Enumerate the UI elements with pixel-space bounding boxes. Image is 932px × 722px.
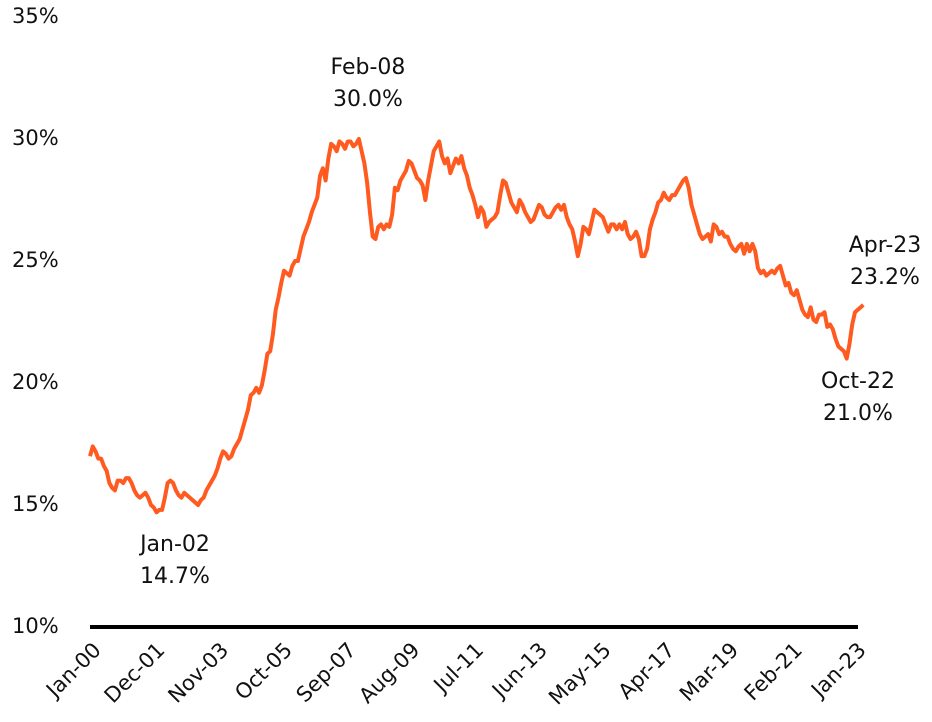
data-line	[88, 137, 865, 515]
annotation: Apr-23	[849, 233, 922, 258]
x-tick-label: Oct-05	[230, 638, 297, 705]
y-tick-label: 15%	[12, 492, 59, 516]
annotation: 23.2%	[850, 265, 920, 290]
x-tick-label: Jun-13	[486, 638, 552, 704]
annotation: Oct-22	[821, 369, 895, 394]
x-tick-label: Feb-21	[740, 638, 808, 706]
y-tick-label: 10%	[12, 614, 59, 638]
y-tick-label: 20%	[12, 370, 59, 394]
y-tick-label: 25%	[12, 248, 59, 272]
y-tick-label: 30%	[12, 126, 59, 150]
x-tick-label: Aug-09	[354, 638, 424, 708]
annotation: Jan-02	[138, 532, 210, 557]
x-tick-label: Mar-19	[675, 638, 743, 706]
y-tick-label: 35%	[12, 4, 59, 28]
x-tick-label: Jan-00	[40, 638, 106, 704]
x-tick-label: Jan-23	[805, 638, 871, 704]
x-tick-label: Apr-17	[614, 638, 680, 704]
x-tick-label: Nov-03	[163, 638, 233, 708]
x-tick-label: Sep-07	[292, 638, 361, 707]
x-tick-label: Dec-01	[100, 638, 170, 708]
annotation: 21.0%	[823, 401, 893, 426]
x-tick-label: May-15	[544, 638, 616, 710]
x-tick-label: Jul-11	[428, 638, 489, 699]
annotation: 30.0%	[333, 87, 403, 112]
annotation: Feb-08	[331, 55, 406, 80]
annotation: 14.7%	[140, 564, 210, 589]
